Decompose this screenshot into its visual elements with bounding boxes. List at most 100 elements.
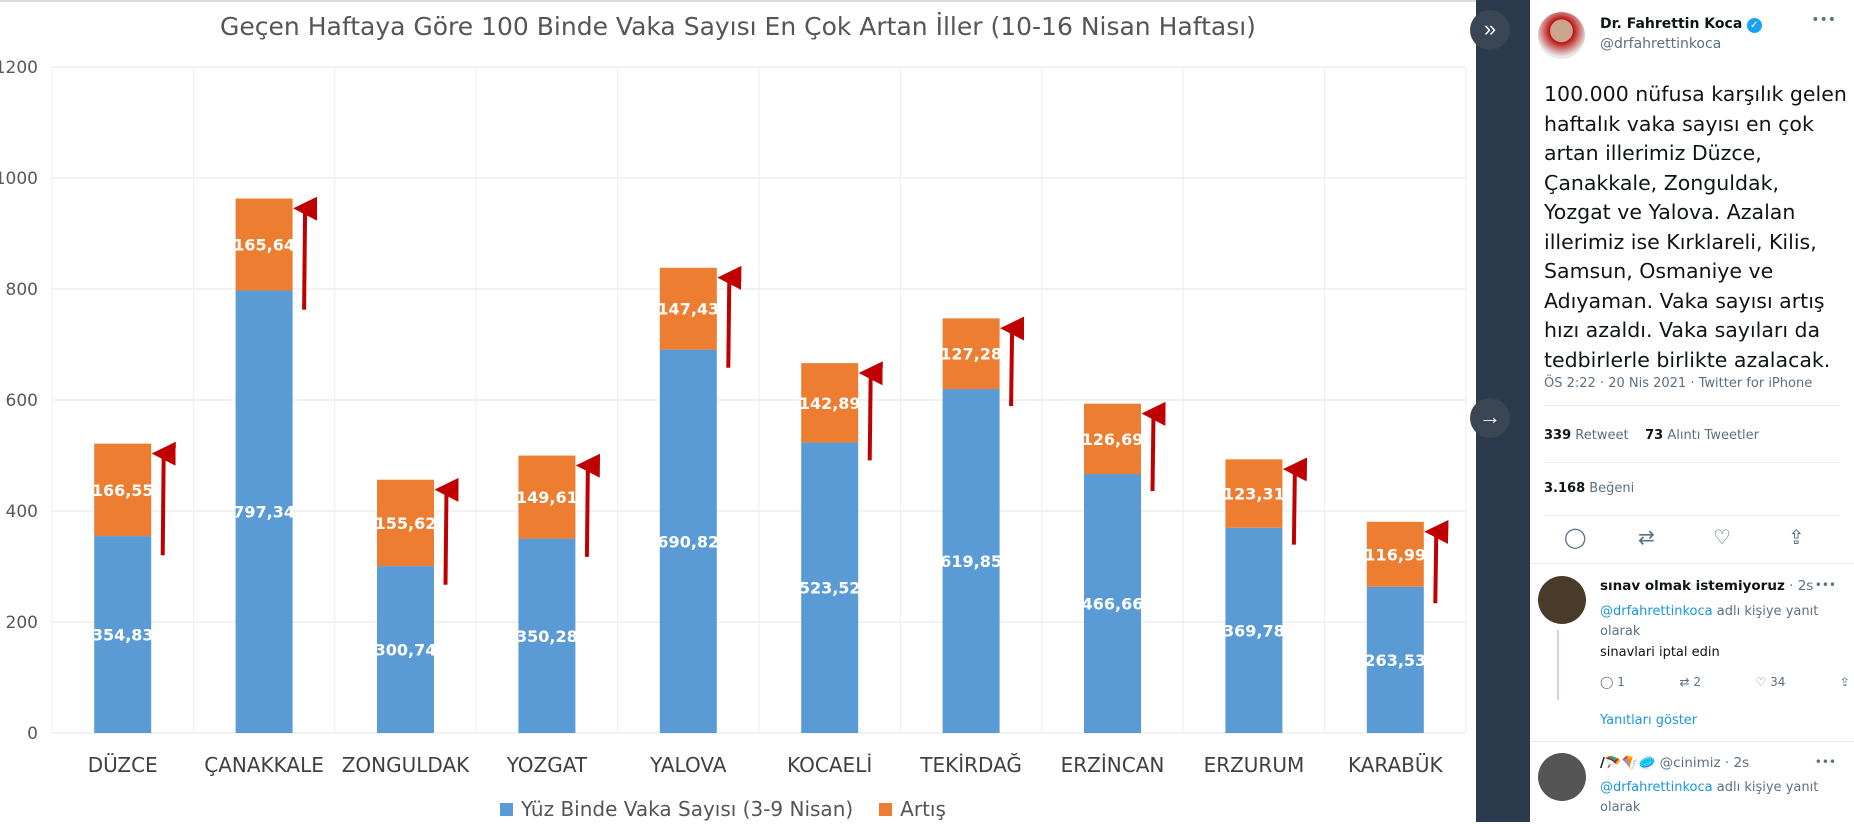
legend-label: Artış	[900, 797, 946, 821]
y-tick-label: 0	[27, 724, 38, 744]
like-icon[interactable]: ♡	[1713, 525, 1731, 549]
data-label: 166,55	[92, 481, 154, 500]
tweet-text-line: 100.000 nüfusa karşılık gelen	[1544, 82, 1847, 106]
data-label: 797,34	[233, 503, 295, 522]
more-options-icon[interactable]: •••	[1814, 755, 1836, 769]
bar-base	[1366, 586, 1424, 733]
show-replies-link[interactable]: Yanıtları göster	[1600, 713, 1698, 728]
bar-base	[801, 442, 859, 733]
reply-avatar[interactable]	[1538, 576, 1586, 624]
increase-arrow	[717, 265, 742, 368]
increase-arrow	[151, 441, 176, 556]
data-label: 116,99	[1364, 545, 1426, 564]
chart-image: Geçen Haftaya Göre 100 Binde Vaka Sayısı…	[0, 0, 1476, 822]
share-icon[interactable]: ⇪	[1839, 675, 1850, 689]
author-name[interactable]: Dr. Fahrettin Koca	[1600, 16, 1743, 32]
reply-time[interactable]: · 2s	[1789, 578, 1814, 594]
comment-count: 1	[1617, 675, 1625, 689]
author-row: Dr. Fahrettin Koca ✓	[1600, 16, 1762, 33]
data-label: 123,31	[1223, 485, 1285, 504]
data-label: 300,74	[375, 641, 437, 660]
data-label: 126,69	[1082, 430, 1144, 449]
legend-label: Yüz Binde Vaka Sayısı (3-9 Nisan)	[521, 797, 854, 821]
tweet-meta[interactable]: ÖS 2:22 · 20 Nis 2021 · Twitter for iPho…	[1544, 376, 1813, 391]
data-label: 142,89	[799, 394, 861, 413]
more-options-icon[interactable]: •••	[1811, 12, 1836, 28]
retweet-label: Retweet	[1575, 428, 1629, 443]
bar-increase	[1084, 403, 1141, 475]
reply-comment-button[interactable]: ◯ 1	[1600, 675, 1625, 689]
reply-icon[interactable]: ◯	[1564, 525, 1587, 549]
author-handle[interactable]: @drfahrettinkoca	[1600, 36, 1722, 52]
quote-label: Alıntı Tweetler	[1667, 428, 1759, 443]
like-count: 3.168	[1544, 481, 1586, 496]
increase-arrow	[1424, 519, 1449, 604]
legend: Yüz Binde Vaka Sayısı (3-9 Nisan) Artış	[500, 797, 946, 821]
bar-base	[518, 538, 576, 733]
tweet-text-line: Çanakkale, Zonguldak,	[1544, 170, 1779, 195]
like-stats[interactable]: 3.168 Beğeni	[1544, 481, 1634, 496]
y-tick-label: 1000	[0, 169, 38, 189]
share-icon[interactable]: ⇪	[1788, 525, 1805, 549]
reply-author[interactable]: sınav olmak istemiyoruz	[1600, 578, 1785, 594]
mention-link[interactable]: @drfahrettinkoca	[1600, 604, 1713, 619]
reply-retweet-button[interactable]: ⇄ 2	[1679, 675, 1701, 689]
data-label: 350,28	[516, 627, 578, 646]
legend-item-base: Yüz Binde Vaka Sayısı (3-9 Nisan)	[500, 797, 853, 821]
like-label: Beğeni	[1589, 481, 1635, 496]
retweet-count: 2	[1693, 675, 1701, 689]
mention-link[interactable]: @drfahrettinkoca	[1600, 780, 1713, 795]
bar-increase	[518, 455, 576, 539]
data-label: 466,66	[1082, 595, 1144, 614]
reply-handle[interactable]: @cinimiz	[1659, 755, 1721, 771]
retweet-icon[interactable]: ⇄	[1638, 525, 1655, 549]
x-tick-label: YALOVA	[649, 753, 727, 777]
reply-author[interactable]: /🪂🪁🥏	[1600, 755, 1656, 771]
data-label: 619,85	[940, 552, 1002, 571]
data-label: 523,52	[799, 579, 861, 598]
bar-increase	[1225, 459, 1283, 528]
chart-title: Geçen Haftaya Göre 100 Binde Vaka Sayısı…	[220, 12, 1256, 41]
tweet-text-line: Adıyaman. Vaka sayısı artış	[1544, 288, 1825, 313]
bar-base	[377, 566, 434, 733]
bar-base	[659, 349, 717, 733]
y-tick-label: 200	[6, 613, 38, 633]
data-label: 127,28	[940, 345, 1002, 364]
reply-time[interactable]: · 2s	[1724, 755, 1750, 771]
author-avatar[interactable]	[1538, 12, 1585, 59]
bar-base	[1084, 474, 1141, 733]
data-label: 263,53	[1364, 651, 1426, 670]
bar-increase	[942, 318, 1000, 389]
data-label: 690,82	[657, 532, 719, 551]
bar-increase	[235, 198, 293, 291]
next-arrow-icon[interactable]: →	[1470, 398, 1510, 438]
y-tick-label: 400	[6, 502, 38, 522]
data-label: 354,83	[92, 626, 154, 645]
more-options-icon[interactable]: •••	[1814, 578, 1836, 592]
bar-increase	[94, 443, 152, 537]
legend-item-increase: Artış	[879, 797, 946, 821]
tweet-text-line: artan illerimiz Düzce,	[1544, 141, 1762, 165]
x-tick-label: DÜZCE	[88, 753, 158, 777]
tweet-text-line: Yozgat ve Yalova. Azalan	[1544, 200, 1796, 224]
tweet-text: 100.000 nüfusa karşılık gelen haftalık va…	[1544, 80, 1847, 375]
reply-avatar[interactable]	[1538, 753, 1586, 801]
x-tick-label: KARABÜK	[1348, 753, 1444, 777]
increase-arrow	[1000, 316, 1025, 407]
retweet-stats[interactable]: 339 Retweet 73 Alıntı Tweetler	[1544, 428, 1759, 443]
data-label: 147,43	[657, 300, 719, 319]
bar-increase	[1366, 521, 1424, 587]
chart-plot: 0 200 400 600 800 1000 1200 354,83 166,55 DÜZCE 79…	[0, 58, 1467, 777]
collapse-chevrons-icon[interactable]: »	[1470, 10, 1510, 50]
retweet-count: 339	[1544, 428, 1572, 443]
increase-arrow	[434, 477, 459, 585]
x-tick-label: ÇANAKKALE	[204, 753, 324, 777]
increase-arrow	[575, 453, 601, 557]
y-tick-label: 600	[6, 391, 38, 411]
data-label: 155,62	[375, 514, 437, 533]
tweet-text-line: illerimiz ise Kırklareli, Kilis,	[1544, 229, 1817, 254]
reply-context: adlı kişiye yanıt olarak	[1600, 604, 1819, 639]
bar-base	[94, 536, 152, 733]
bar-base	[1225, 527, 1283, 733]
reply-like-button[interactable]: ♡ 34	[1755, 675, 1786, 689]
